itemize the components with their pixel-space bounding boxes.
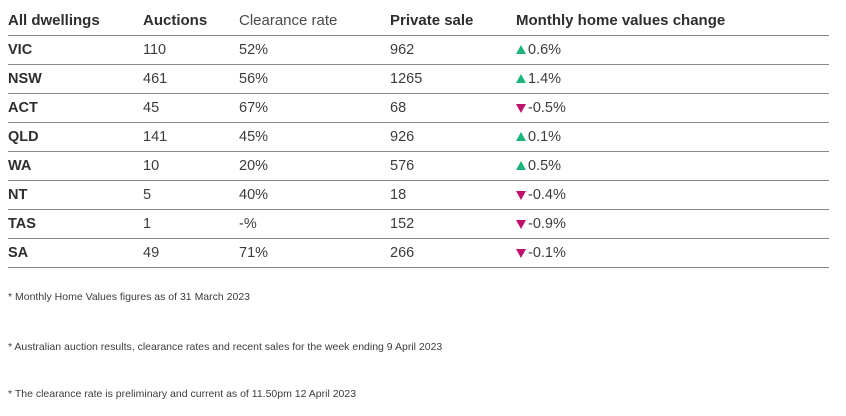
state-cell: NT — [8, 180, 143, 210]
change-cell: -0.9% — [516, 209, 829, 239]
header-clearance-rate: Clearance rate — [239, 6, 390, 36]
private-sale-cell: 1265 — [390, 64, 516, 94]
auctions-cell: 1 — [143, 209, 239, 239]
private-sale-cell: 18 — [390, 180, 516, 210]
auctions-cell: 141 — [143, 122, 239, 152]
table-row: ACT 45 67% 68 -0.5% — [8, 93, 829, 123]
state-cell: ACT — [8, 93, 143, 123]
change-cell: -0.1% — [516, 238, 829, 268]
table-row: NT 5 40% 18 -0.4% — [8, 180, 829, 210]
table-header-row: All dwellings Auctions Clearance rate Pr… — [8, 6, 829, 36]
change-value: 1.4% — [528, 71, 562, 88]
auctions-cell: 110 — [143, 35, 239, 65]
change-value: -0.4% — [528, 186, 566, 203]
change-cell: 0.5% — [516, 151, 829, 181]
footnote-auction-results: * Australian auction results, clearance … — [8, 341, 443, 353]
change-value: 0.5% — [528, 158, 562, 175]
change-value: 0.6% — [528, 42, 562, 59]
private-sale-cell: 266 — [390, 238, 516, 268]
table-row: WA 10 20% 576 0.5% — [8, 151, 829, 181]
private-sale-cell: 962 — [390, 35, 516, 65]
change-value: -0.1% — [528, 244, 566, 261]
header-private-sale: Private sale — [390, 6, 516, 36]
state-cell: TAS — [8, 209, 143, 239]
dwellings-table-container: All dwellings Auctions Clearance rate Pr… — [8, 6, 829, 268]
change-cell: 0.1% — [516, 122, 829, 152]
table-row: SA 49 71% 266 -0.1% — [8, 238, 829, 268]
down-arrow-icon — [516, 248, 526, 258]
down-arrow-icon — [516, 103, 526, 113]
up-arrow-icon — [516, 44, 526, 54]
state-cell: SA — [8, 238, 143, 268]
state-cell: NSW — [8, 64, 143, 94]
table-row: QLD 141 45% 926 0.1% — [8, 122, 829, 152]
clearance-cell: 71% — [239, 238, 390, 268]
up-arrow-icon — [516, 73, 526, 83]
private-sale-cell: 152 — [390, 209, 516, 239]
table-row: NSW 461 56% 1265 1.4% — [8, 64, 829, 94]
header-auctions: Auctions — [143, 6, 239, 36]
private-sale-cell: 926 — [390, 122, 516, 152]
down-arrow-icon — [516, 190, 526, 200]
footnote-home-values: * Monthly Home Values figures as of 31 M… — [8, 291, 251, 303]
change-cell: 1.4% — [516, 64, 829, 94]
dwellings-table: All dwellings Auctions Clearance rate Pr… — [8, 6, 829, 268]
private-sale-cell: 576 — [390, 151, 516, 181]
down-arrow-icon — [516, 219, 526, 229]
change-value: 0.1% — [528, 129, 562, 146]
up-arrow-icon — [516, 160, 526, 170]
clearance-cell: 67% — [239, 93, 390, 123]
table-row: TAS 1 -% 152 -0.9% — [8, 209, 829, 239]
auctions-cell: 49 — [143, 238, 239, 268]
table-row: VIC 110 52% 962 0.6% — [8, 35, 829, 65]
header-monthly-change: Monthly home values change — [516, 6, 829, 36]
state-cell: QLD — [8, 122, 143, 152]
clearance-cell: 52% — [239, 35, 390, 65]
change-value: -0.5% — [528, 99, 566, 116]
private-sale-cell: 68 — [390, 93, 516, 123]
clearance-cell: 40% — [239, 180, 390, 210]
up-arrow-icon — [516, 131, 526, 141]
change-value: -0.9% — [528, 215, 566, 232]
change-cell: -0.5% — [516, 93, 829, 123]
state-cell: WA — [8, 151, 143, 181]
auctions-cell: 10 — [143, 151, 239, 181]
clearance-cell: 45% — [239, 122, 390, 152]
clearance-cell: 56% — [239, 64, 390, 94]
state-cell: VIC — [8, 35, 143, 65]
change-cell: -0.4% — [516, 180, 829, 210]
auctions-cell: 5 — [143, 180, 239, 210]
footnote-clearance-rate: * The clearance rate is preliminary and … — [8, 388, 357, 400]
clearance-cell: 20% — [239, 151, 390, 181]
change-cell: 0.6% — [516, 35, 829, 65]
clearance-cell: -% — [239, 209, 390, 239]
auctions-cell: 461 — [143, 64, 239, 94]
auctions-cell: 45 — [143, 93, 239, 123]
header-all-dwellings: All dwellings — [8, 6, 143, 36]
